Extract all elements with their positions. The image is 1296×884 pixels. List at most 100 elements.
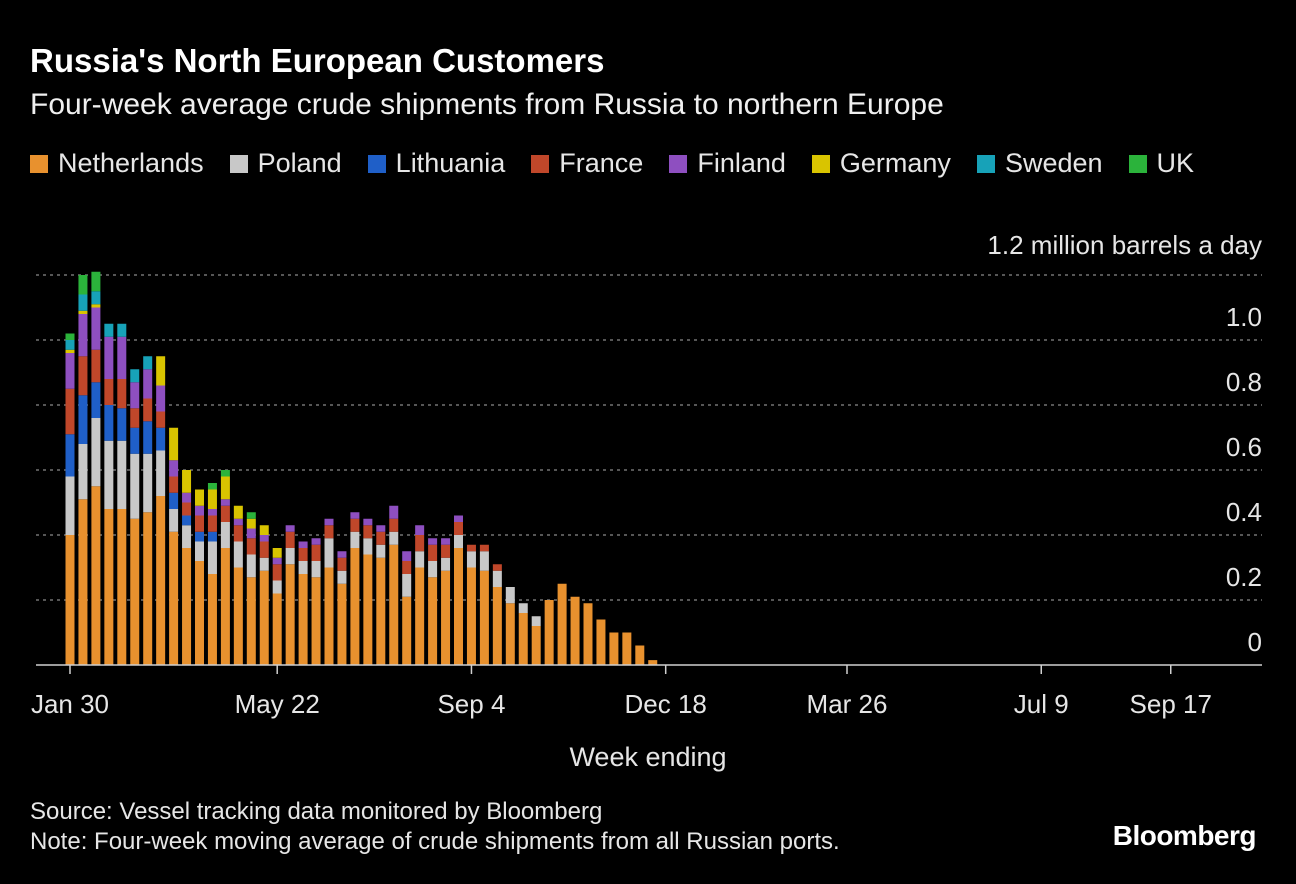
bar-segment-netherlands bbox=[531, 626, 541, 665]
bar-segment-france bbox=[246, 538, 256, 555]
bar-segment-finland bbox=[195, 505, 204, 516]
bar-segment-poland bbox=[531, 616, 541, 626]
bar-segment-france bbox=[65, 388, 75, 435]
bar-segment-netherlands bbox=[337, 583, 347, 665]
bar-segment-poland bbox=[466, 551, 476, 568]
bar-segment-finland bbox=[233, 518, 243, 526]
bar-segment-poland bbox=[454, 535, 463, 548]
bar-segment-france bbox=[117, 379, 127, 409]
bar-segment-france bbox=[220, 505, 230, 522]
bar-segment-netherlands bbox=[492, 587, 502, 665]
bar-segment-finland bbox=[143, 369, 153, 399]
legend-swatch bbox=[669, 155, 688, 173]
bar-segment-germany bbox=[182, 470, 192, 493]
bar-segment-finland bbox=[272, 557, 282, 565]
bar-segment-netherlands bbox=[570, 596, 580, 665]
bar-segment-lithuania bbox=[169, 492, 179, 509]
legend-swatch bbox=[1128, 155, 1147, 173]
legend-item: Sweden bbox=[976, 148, 1103, 179]
bar-segment-france bbox=[259, 541, 269, 558]
legend-item: France bbox=[531, 148, 643, 179]
bar-segment-france bbox=[363, 525, 373, 539]
bar-segment-poland bbox=[195, 541, 204, 561]
legend: Netherlands Poland Lithuania France Finland G… bbox=[30, 148, 1260, 187]
bar-segment-finland bbox=[337, 551, 347, 558]
y-unit-label: 1.2 million barrels a day bbox=[987, 230, 1262, 260]
bar-segment-netherlands bbox=[557, 583, 567, 665]
bar-segment-lithuania bbox=[78, 395, 88, 444]
bar-segment-germany bbox=[195, 489, 204, 506]
bar-segment-finland bbox=[415, 525, 425, 535]
bar-segment-netherlands bbox=[376, 557, 386, 665]
bar-segment-finland bbox=[298, 541, 308, 548]
y-tick-label: 0.6 bbox=[1226, 432, 1262, 462]
legend-swatch bbox=[811, 155, 830, 173]
bar-segment-france bbox=[182, 502, 192, 516]
bar-segment-poland bbox=[259, 557, 269, 571]
x-tick-label: Mar 26 bbox=[807, 689, 888, 719]
bar-segment-finland bbox=[324, 518, 334, 526]
bar-segment-netherlands bbox=[454, 548, 463, 665]
bar-segment-uk bbox=[207, 483, 217, 490]
legend-label: France bbox=[559, 148, 644, 178]
bar-segment-netherlands bbox=[648, 660, 658, 665]
bar-segment-poland bbox=[441, 557, 451, 571]
bar-segment-lithuania bbox=[156, 427, 166, 451]
x-tick-label: Jul 9 bbox=[1014, 689, 1069, 719]
legend-item: UK bbox=[1128, 148, 1194, 179]
y-tick-label: 0 bbox=[1248, 627, 1262, 657]
bar-segment-poland bbox=[363, 538, 373, 555]
bar-segment-finland bbox=[285, 525, 295, 532]
bar-segment-poland bbox=[415, 551, 425, 568]
bar-segment-netherlands bbox=[363, 554, 373, 665]
bar-segment-poland bbox=[272, 580, 282, 594]
legend-swatch bbox=[30, 155, 48, 173]
bar-segment-finland bbox=[156, 385, 166, 412]
source-note: Source: Vessel tracking data monitored b… bbox=[30, 798, 603, 825]
bar-segment-netherlands bbox=[635, 645, 645, 665]
bar-segment-finland bbox=[130, 382, 140, 409]
bar-segment-lithuania bbox=[207, 531, 217, 542]
bar-segment-finland bbox=[350, 512, 360, 519]
chart-title: Russia's North European Customers bbox=[30, 42, 605, 79]
bar-segment-poland bbox=[324, 538, 334, 568]
bar-segment-finland bbox=[207, 509, 217, 516]
bar-segment-poland bbox=[311, 561, 321, 578]
bar-segment-france bbox=[337, 557, 347, 571]
bar-segment-lithuania bbox=[130, 427, 140, 454]
bar-segment-france bbox=[311, 544, 321, 561]
bar-segment-netherlands bbox=[415, 567, 425, 665]
bar-segment-netherlands bbox=[259, 570, 269, 665]
bar-segment-finland bbox=[428, 538, 438, 545]
bar-segment-france bbox=[441, 544, 451, 558]
bar-segment-poland bbox=[285, 548, 295, 565]
bar-segment-poland bbox=[479, 551, 489, 571]
y-tick-label: 0.4 bbox=[1226, 497, 1262, 527]
bar-segment-netherlands bbox=[596, 619, 606, 665]
bar-segment-france bbox=[428, 544, 438, 561]
x-tick-label: Dec 18 bbox=[625, 689, 707, 719]
bar-segment-lithuania bbox=[65, 434, 75, 477]
bar-segment-france bbox=[169, 476, 179, 493]
bar-segment-finland bbox=[65, 353, 75, 389]
y-tick-label: 1.0 bbox=[1226, 302, 1262, 332]
bar-segment-france bbox=[91, 349, 101, 383]
bar-segment-finland bbox=[376, 525, 386, 532]
bar-segment-finland bbox=[259, 535, 269, 542]
legend-label: Poland bbox=[257, 148, 342, 178]
legend-item: Lithuania bbox=[367, 148, 505, 179]
bar-segment-poland bbox=[298, 561, 308, 574]
bar-segment-uk bbox=[65, 333, 75, 340]
legend-swatch bbox=[367, 155, 386, 173]
bar-segment-poland bbox=[78, 444, 88, 500]
bar-segment-france bbox=[479, 544, 489, 552]
bar-segment-poland bbox=[91, 418, 101, 487]
bar-segment-netherlands bbox=[104, 509, 114, 665]
bar-segment-netherlands bbox=[182, 548, 192, 665]
bar-segment-poland bbox=[233, 541, 243, 568]
bar-segment-lithuania bbox=[143, 421, 153, 454]
bar-segment-netherlands bbox=[518, 613, 528, 665]
chart-subtitle: Four-week average crude shipments from R… bbox=[30, 88, 944, 121]
bar-segment-poland bbox=[182, 525, 192, 548]
bar-segment-poland bbox=[169, 509, 179, 532]
